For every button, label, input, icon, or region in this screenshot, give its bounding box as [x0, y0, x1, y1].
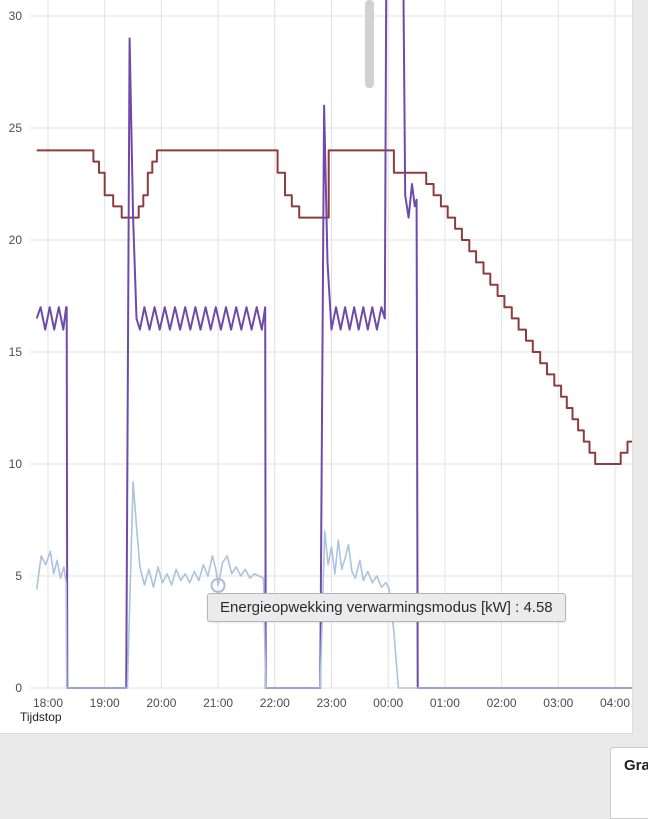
x-tick-label: 22:00 [260, 696, 290, 710]
x-tick-label: 18:00 [33, 696, 63, 710]
x-tick-label: 02:00 [487, 696, 517, 710]
x-tick-label: 00:00 [373, 696, 403, 710]
series-line-dark-red-line[interactable] [36, 149, 632, 465]
x-tick-label: 21:00 [203, 696, 233, 710]
x-tick-label: 01:00 [430, 696, 460, 710]
vertical-scrollbar-thumb[interactable] [365, 0, 374, 88]
y-tick-label: 30 [9, 9, 23, 23]
series-line-purple-line[interactable] [35, 0, 632, 689]
y-tick-label: 5 [15, 569, 22, 583]
x-axis-title: Tijdstop [20, 710, 62, 724]
x-tick-label: 20:00 [146, 696, 176, 710]
y-tick-label: 10 [9, 457, 23, 471]
x-tick-label: 03:00 [543, 696, 573, 710]
line-chart[interactable]: 0 5 10 15 20 25 30 18:00 19:00 20:00 21:00 22:00 23:… [0, 0, 632, 733]
y-tick-label: 15 [9, 345, 23, 359]
x-tick-label: 04:00 [600, 696, 630, 710]
series-line-energieopwekking-verwarmingsmodus-kw-[interactable] [35, 481, 632, 689]
y-tick-label: 0 [15, 681, 22, 695]
y-tick-label: 25 [9, 121, 23, 135]
x-tick-label: 23:00 [316, 696, 346, 710]
chart-card: 0 5 10 15 20 25 30 18:00 19:00 20:00 21:00 22:00 23:… [0, 0, 633, 734]
bottom-right-panel: Gra [610, 747, 648, 819]
panel-title: Gra [624, 757, 648, 774]
hover-marker [210, 577, 226, 593]
y-tick-label: 20 [9, 233, 23, 247]
x-tick-label: 19:00 [90, 696, 120, 710]
chart-tooltip: Energieopwekking verwarmingsmodus [kW] :… [207, 593, 566, 622]
